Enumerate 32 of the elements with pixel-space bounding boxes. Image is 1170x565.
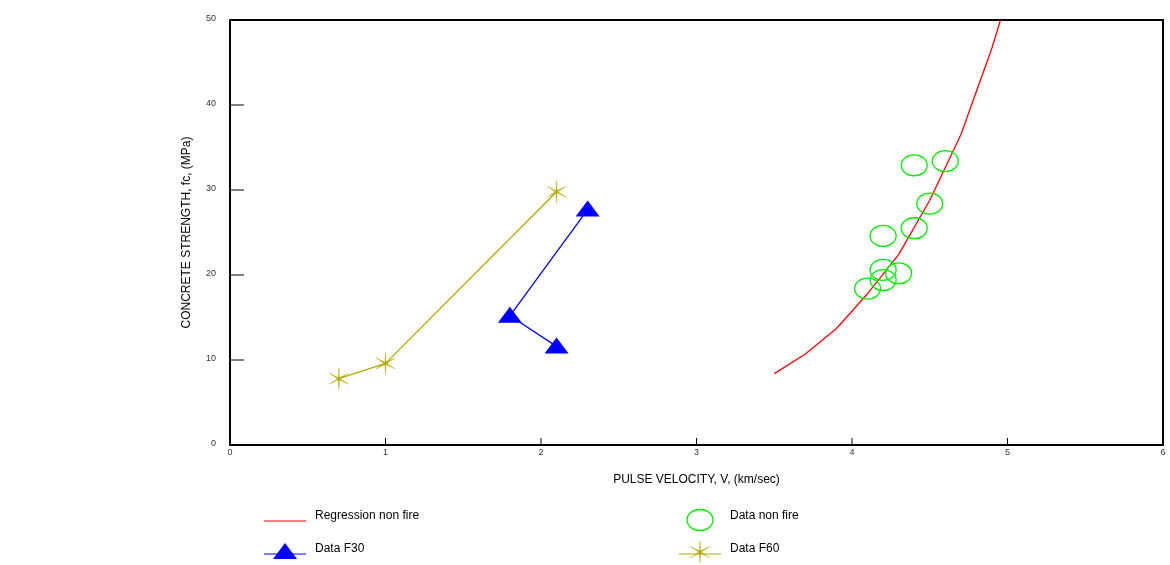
point <box>931 149 959 173</box>
y-tick-label: 0 <box>210 438 216 449</box>
x-tick-label: 0 <box>227 447 233 457</box>
point <box>916 192 944 215</box>
x-tick-label: 4 <box>849 447 855 457</box>
point <box>869 258 897 282</box>
point <box>869 268 897 292</box>
point <box>329 367 349 390</box>
y-tick-label: 30 <box>205 183 216 194</box>
y-tick-label: 50 <box>205 13 216 24</box>
point <box>885 262 913 285</box>
x-tick-label: 1 <box>382 447 389 457</box>
y-axis-title: CONCRETE STRENGTH, fc, (MPa) <box>179 136 193 329</box>
point <box>869 224 897 248</box>
point <box>375 352 396 375</box>
point <box>546 180 567 203</box>
x-axis-title: PULSE VELOCITY, V, (km/sec) <box>613 472 780 486</box>
legend-label: Data F60 <box>730 541 780 555</box>
point <box>900 154 928 177</box>
legend-label: Regression non fire <box>315 508 420 522</box>
y-tick-label: 20 <box>205 268 216 279</box>
point <box>900 217 928 240</box>
x-tick-label: 2 <box>538 447 544 457</box>
legend-label: Data non fire <box>730 508 800 522</box>
y-tick-label: 40 <box>205 98 216 109</box>
x-tick-label: 5 <box>1004 447 1011 457</box>
point <box>853 277 882 300</box>
line-series <box>773 19 1002 375</box>
y-tick-label: 10 <box>205 353 216 364</box>
x-tick-label: 3 <box>693 447 700 457</box>
legend-label: Data F30 <box>315 541 365 555</box>
x-tick-label: 6 <box>1160 447 1166 457</box>
